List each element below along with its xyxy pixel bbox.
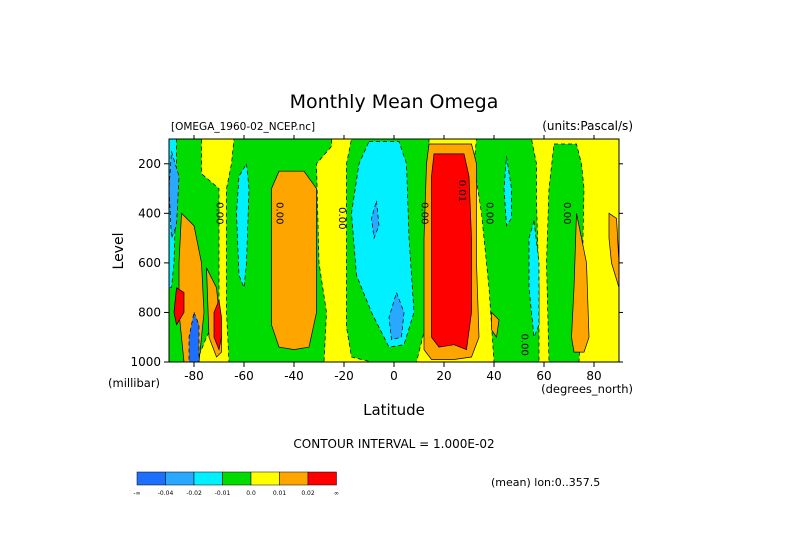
contour-value-label: 0.00 [419,202,430,224]
y-tick-label: 200 [138,157,161,171]
x-tick-label: 60 [536,369,551,383]
color-legend: -∞ -0.04 -0.02 -0.01 0.0 0.01 0.02 ∞ [133,471,339,497]
y-tick-label: 800 [138,305,161,319]
contour-value-label: 0.00 [336,207,347,229]
legend-swatch [222,471,252,486]
chart-title: Monthly Mean Omega [290,91,499,113]
legend-swatch [250,471,280,486]
contour-region [213,298,222,351]
legend-swatch [165,471,195,486]
contour-value-label: 0.00 [519,334,530,356]
legend-tick-label: -0.02 [186,490,202,497]
plot-area: 0.00 0.00 0.00 0.00 0.01 0.00 0.00 0.00 [168,138,620,363]
x-tick-label: 20 [436,369,451,383]
y-tick-label: 600 [138,256,161,270]
y-tick-label: 1000 [130,355,161,369]
mean-label: (mean) lon:0..357.5 [491,476,600,489]
contour-region [236,162,250,288]
contour-value-label: 0.00 [274,202,285,224]
contour-region [173,287,185,326]
legend-swatch [193,471,223,486]
y-axis-ticks: 200 400 600 800 1000 [130,157,623,369]
file-label: [OMEGA_1960-02_NCEP.nc] [171,121,315,133]
contour-region [371,200,380,240]
x-tick-label: -40 [284,369,304,383]
contour-value-label: 0.00 [484,202,495,224]
x-tick-label: -80 [184,369,204,383]
legend-tick-label: ∞ [334,490,339,497]
legend-tick-label: -∞ [133,490,140,497]
legend-swatch [307,471,337,486]
contour-region [491,311,500,339]
filled-contour-field [169,139,619,362]
contour-region [608,212,619,288]
x-axis-ticks: -80 -60 -40 -20 0 20 40 60 80 [184,135,602,383]
x-tick-label: 40 [486,369,501,383]
y-tick-label: 400 [138,206,161,220]
contour-value-label: 0.01 [456,180,467,202]
contour-labels: 0.00 0.00 0.00 0.00 0.01 0.00 0.00 0.00 [214,180,573,356]
legend-swatch [279,471,309,486]
contour-region [431,153,472,351]
contour-region [188,311,200,362]
contour-region [528,220,540,338]
x-tick-label: 0 [390,369,398,383]
contour-region [351,141,415,348]
legend-tick-label: -0.04 [158,490,174,497]
contour-region [169,151,180,239]
legend-tick-label: 0.01 [273,490,287,497]
y-unit-label: (millibar) [108,376,160,390]
contour-interval-label: CONTOUR INTERVAL = 1.000E-02 [293,437,494,451]
legend-tick-label: 0.02 [301,490,315,497]
contour-value-label: 0.00 [214,202,225,224]
y-axis-label: Level [111,233,127,270]
units-label: (units:Pascal/s) [542,119,633,133]
legend-tick-label: -0.01 [215,490,231,497]
legend-tick-label: 0.0 [246,490,256,497]
x-tick-label: -60 [234,369,254,383]
x-unit-label: (degrees_north) [541,382,633,396]
x-tick-label: -20 [334,369,354,383]
x-tick-label: 80 [586,369,601,383]
legend-swatch [136,471,166,486]
contour-region [388,291,405,341]
contour-region [473,139,540,362]
x-axis-label: Latitude [363,401,425,419]
contour-value-label: 0.00 [561,202,572,224]
contour-region [571,213,590,353]
contour-region [503,156,512,227]
contour-region [271,170,317,350]
